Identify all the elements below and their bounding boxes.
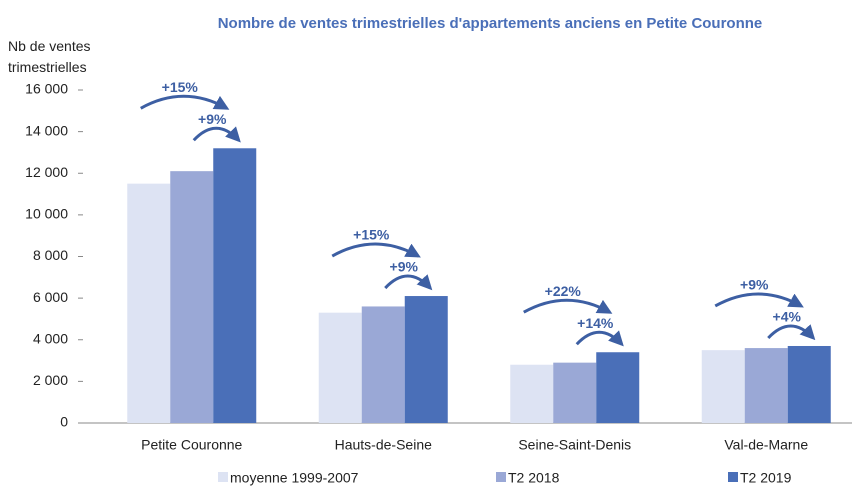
growth-arrow [714, 292, 804, 308]
growth-label: +14% [577, 315, 614, 331]
y-axis-label: Nb de ventes trimestrielles [8, 38, 91, 75]
growth-arrow [384, 274, 433, 291]
y-tick-label: 14 000 [25, 122, 68, 138]
bar [127, 183, 171, 423]
growth-label: +15% [162, 79, 199, 95]
bar [744, 348, 788, 423]
growth-arrow [767, 324, 816, 341]
y-tick-label: 4 000 [33, 330, 68, 346]
growth-arrow [575, 330, 624, 347]
legend-label: moyenne 1999-2007 [230, 470, 359, 486]
y-tick-label: 10 000 [25, 206, 68, 222]
growth-arrow [140, 94, 230, 110]
bar [318, 312, 362, 423]
bar [701, 350, 745, 423]
legend-label: T2 2019 [740, 470, 792, 486]
y-tick-label: 0 [60, 414, 68, 430]
x-tick-label: Petite Couronne [141, 437, 242, 453]
y-tick-label: 16 000 [25, 81, 68, 97]
chart-title: Nombre de ventes trimestrielles d'appart… [218, 15, 763, 32]
growth-label: +9% [390, 259, 419, 275]
bar [787, 345, 831, 423]
growth-arrow [192, 126, 241, 143]
bar [213, 148, 257, 423]
bar [510, 364, 554, 423]
legend-swatch [728, 472, 738, 482]
legend-label: T2 2018 [508, 470, 560, 486]
growth-label: +22% [545, 283, 582, 299]
bar [596, 352, 640, 423]
y-tick-label: 12 000 [25, 164, 68, 180]
bar [404, 296, 448, 423]
x-tick-label: Hauts-de-Seine [335, 437, 432, 453]
legend-swatch [496, 472, 506, 482]
y-tick-label: 6 000 [33, 289, 68, 305]
growth-label: +4% [773, 309, 802, 325]
growth-label: +9% [740, 277, 769, 293]
x-tick-label: Val-de-Marne [724, 437, 808, 453]
growth-arrow [523, 298, 613, 314]
bar [170, 171, 214, 423]
growth-label: +9% [198, 111, 227, 127]
growth-arrow [331, 242, 421, 258]
y-tick-label: 8 000 [33, 247, 68, 263]
bar [361, 306, 405, 423]
x-tick-label: Seine-Saint-Denis [518, 437, 631, 453]
y-tick-label: 2 000 [33, 372, 68, 388]
growth-label: +15% [353, 227, 390, 243]
legend-swatch [218, 472, 228, 482]
bar [553, 362, 597, 423]
